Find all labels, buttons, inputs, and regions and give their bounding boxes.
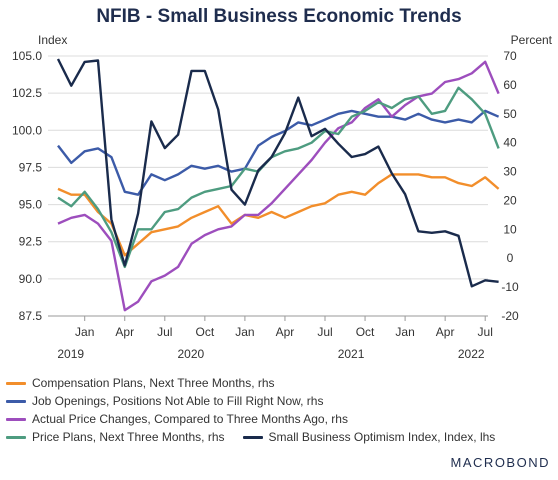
- y-tick-label-right: 0: [507, 251, 514, 265]
- y-tick-label-left: 92.5: [19, 235, 43, 249]
- legend-row: Job Openings, Positions Not Able to Fill…: [6, 392, 556, 410]
- right-axis: 70 60 50 40 30 20 10 0 -10 -20: [501, 49, 519, 323]
- legend-row: Price Plans, Next Three Months, rhs Smal…: [6, 428, 556, 446]
- x-tick-label: Jan: [395, 325, 414, 339]
- series-line: [56, 58, 499, 288]
- legend-swatch: [242, 435, 263, 439]
- legend-item: Job Openings, Positions Not Able to Fill…: [6, 394, 323, 408]
- legend-row: Actual Price Changes, Compared to Three …: [6, 410, 556, 428]
- x-tick-year-label: 2020: [177, 347, 204, 361]
- x-tick-label: Jul: [317, 325, 332, 339]
- legend-row: Compensation Plans, Next Three Months, r…: [6, 374, 556, 392]
- x-tick-label: Apr: [115, 325, 134, 339]
- legend-label: Small Business Optimism Index, Index, lh…: [268, 430, 496, 444]
- y-tick-label-left: 102.5: [12, 86, 42, 100]
- macrobond-logo: MACROBOND: [450, 455, 550, 470]
- y-tick-label-right: 30: [503, 165, 517, 179]
- series-lines: [56, 58, 500, 312]
- x-tick-year-label: 2022: [458, 347, 485, 361]
- y-tick-label-left: 95.0: [19, 198, 43, 212]
- x-tick-label: Jul: [157, 325, 172, 339]
- legend-swatch: [6, 435, 26, 439]
- x-axis: Jan 2019 Apr Jul Oct 2020 Jan Apr Jul Oct 2021 Jan A…: [48, 315, 493, 361]
- legend-item: Small Business Optimism Index, Index, lh…: [242, 430, 496, 444]
- x-tick-label: Apr: [276, 325, 295, 339]
- y-tick-label-left: 105.0: [12, 49, 42, 63]
- series-line: [57, 86, 500, 269]
- y-tick-label-right: 70: [503, 49, 517, 63]
- y-tick-label-right: 10: [503, 222, 517, 236]
- legend-item: Compensation Plans, Next Three Months, r…: [6, 376, 275, 390]
- legend-swatch: [6, 381, 26, 385]
- legend-item: Actual Price Changes, Compared to Three …: [6, 412, 348, 426]
- x-tick-label: Oct: [356, 325, 375, 339]
- legend-swatch: [6, 399, 26, 403]
- x-tick-year-label: 2021: [338, 347, 365, 361]
- y-tick-label-left: 97.5: [19, 160, 43, 174]
- y-tick-label-right: 60: [503, 78, 517, 92]
- series-line: [57, 109, 500, 196]
- legend-swatch: [6, 417, 26, 421]
- x-tick-label: Jan: [75, 325, 94, 339]
- y-tick-label-left: 90.0: [19, 272, 43, 286]
- left-axis-title: Index: [38, 33, 67, 47]
- x-tick-label: Jan: [235, 325, 254, 339]
- y-tick-label-right: 50: [503, 107, 517, 121]
- left-axis: 105.0 102.5 100.0 97.5 95.0 92.5 90.0 87.5: [12, 49, 42, 323]
- x-tick-label: Apr: [436, 325, 455, 339]
- y-tick-label-right: -20: [501, 309, 519, 323]
- y-tick-label-left: 87.5: [19, 309, 43, 323]
- legend-label: Job Openings, Positions Not Able to Fill…: [32, 394, 324, 408]
- legend-label: Price Plans, Next Three Months, rhs: [32, 430, 225, 444]
- y-tick-label-right: 20: [503, 193, 517, 207]
- x-tick-label: Jul: [478, 325, 493, 339]
- legend: Compensation Plans, Next Three Months, r…: [6, 374, 556, 446]
- y-tick-label-left: 100.0: [12, 123, 42, 137]
- chart-title: NFIB - Small Business Economic Trends: [96, 6, 462, 27]
- y-tick-label-right: -10: [501, 280, 519, 294]
- series-line: [57, 60, 500, 312]
- legend-label: Compensation Plans, Next Three Months, r…: [32, 376, 275, 390]
- legend-item: Price Plans, Next Three Months, rhs: [6, 430, 225, 444]
- y-tick-label-right: 40: [503, 136, 517, 150]
- x-tick-year-label: 2019: [57, 347, 84, 361]
- x-tick-label: Oct: [196, 325, 215, 339]
- series-line: [57, 173, 500, 257]
- right-axis-title: Percent: [511, 33, 553, 47]
- legend-label: Actual Price Changes, Compared to Three …: [32, 412, 348, 426]
